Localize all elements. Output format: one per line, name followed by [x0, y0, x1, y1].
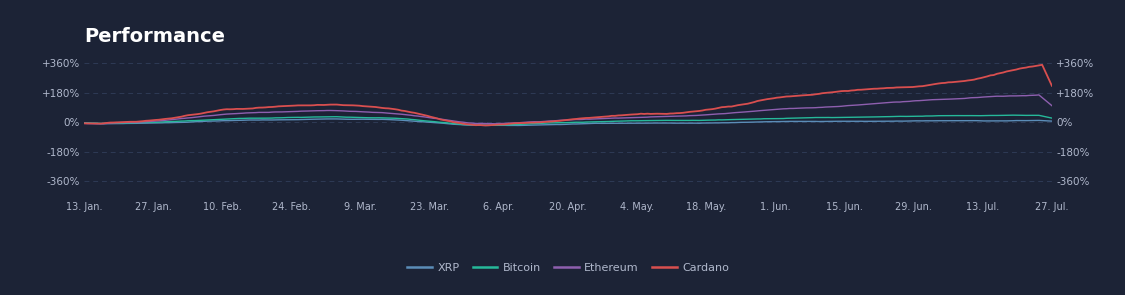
Text: Performance: Performance [84, 27, 225, 46]
Legend: XRP, Bitcoin, Ethereum, Cardano: XRP, Bitcoin, Ethereum, Cardano [403, 259, 734, 278]
